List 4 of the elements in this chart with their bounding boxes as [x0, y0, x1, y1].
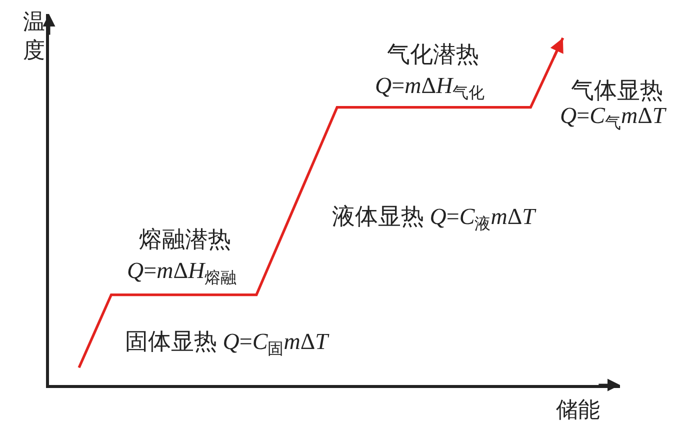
text: 气体显热 [571, 78, 663, 103]
x-axis-title: 储能 [556, 397, 600, 422]
annotation: Q=C$_{气}$mΔT [560, 103, 668, 132]
y-axis-title: 温度 [23, 9, 45, 63]
